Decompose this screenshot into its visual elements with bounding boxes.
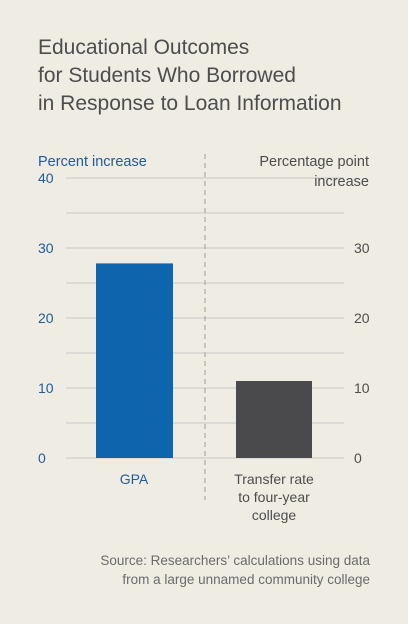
right-tick-0: 0 bbox=[354, 450, 362, 466]
category-label-transfer-rate-line-3: college bbox=[252, 507, 297, 523]
chart-title-line-3: in Response to Loan Information bbox=[38, 92, 342, 115]
axis-labels: Percent increase Percentage point increase bbox=[38, 154, 369, 190]
category-label-gpa-line-1: GPA bbox=[120, 471, 149, 487]
left-axis-label: Percent increase bbox=[38, 154, 147, 170]
source-note: Source: Researchers’ calculations using … bbox=[100, 553, 370, 587]
category-labels: GPA Transfer rate to four-year college bbox=[120, 471, 314, 523]
right-tick-10: 10 bbox=[354, 380, 370, 396]
category-label-transfer-rate-line-1: Transfer rate bbox=[234, 471, 314, 487]
left-tick-30: 30 bbox=[38, 240, 54, 256]
left-tick-20: 20 bbox=[38, 310, 54, 326]
source-line-2: from a large unnamed community college bbox=[122, 572, 370, 587]
right-tick-20: 20 bbox=[354, 310, 370, 326]
chart-title-line-2: for Students Who Borrowed bbox=[38, 64, 296, 87]
category-label-transfer-rate-line-2: to four-year bbox=[238, 489, 310, 505]
bar-gpa bbox=[96, 263, 173, 458]
right-axis-label-line-1: Percentage point bbox=[259, 154, 369, 170]
right-axis-label-line-2: increase bbox=[314, 174, 369, 190]
tick-labels: 0 10 20 30 40 0 10 20 30 bbox=[38, 170, 370, 466]
chart-title-line-1: Educational Outcomes bbox=[38, 36, 249, 59]
bars bbox=[96, 263, 312, 458]
left-tick-40: 40 bbox=[38, 170, 54, 186]
bar-transfer-rate bbox=[236, 381, 312, 458]
left-tick-0: 0 bbox=[38, 450, 46, 466]
right-tick-30: 30 bbox=[354, 240, 370, 256]
left-tick-10: 10 bbox=[38, 380, 54, 396]
source-line-1: Source: Researchers’ calculations using … bbox=[100, 553, 370, 568]
chart-title: Educational Outcomes for Students Who Bor… bbox=[38, 36, 342, 115]
